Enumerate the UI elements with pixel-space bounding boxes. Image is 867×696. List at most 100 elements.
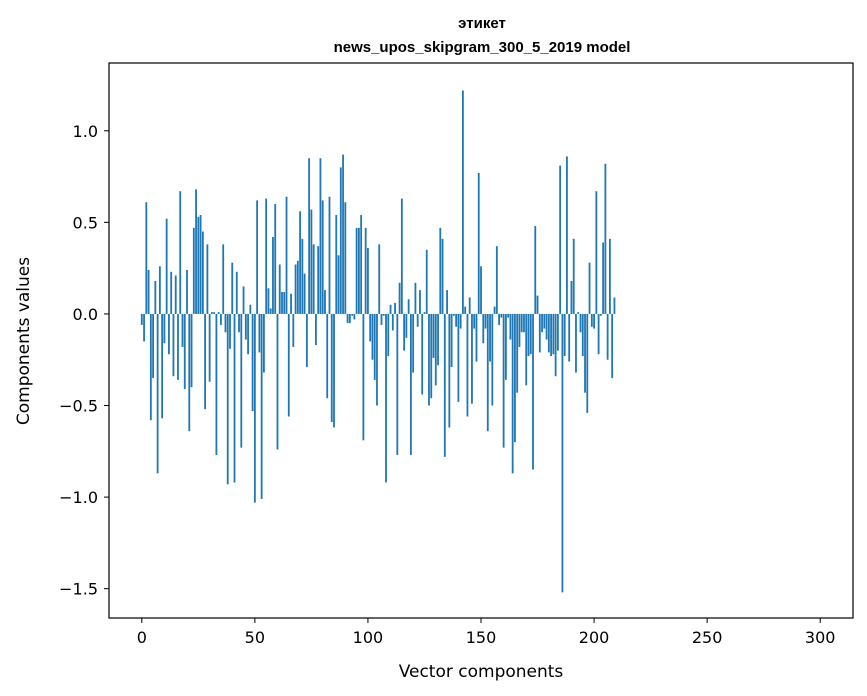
bar	[287, 313, 290, 417]
bar	[405, 313, 408, 338]
bar	[459, 313, 462, 329]
bar	[242, 286, 245, 314]
bar	[400, 198, 403, 314]
x-tick-label: 200	[579, 628, 610, 647]
bar	[326, 313, 329, 399]
bar	[260, 313, 263, 499]
x-tick-label: 100	[353, 628, 384, 647]
bar	[149, 313, 152, 421]
bar	[172, 313, 175, 377]
bar	[588, 262, 591, 314]
bar	[315, 313, 317, 346]
bar	[192, 227, 195, 314]
bar	[518, 313, 521, 347]
bar	[378, 244, 381, 314]
bar	[251, 313, 254, 412]
bar	[538, 313, 541, 353]
x-tick-label: 50	[245, 628, 265, 647]
x-axis: 0 50 100 150 200 250 300	[137, 618, 835, 647]
bar	[584, 313, 586, 393]
bar	[452, 313, 455, 316]
bar	[249, 304, 252, 314]
bar	[572, 238, 575, 314]
bar	[355, 227, 358, 314]
bar	[353, 313, 356, 320]
bar	[312, 244, 315, 314]
bar	[597, 313, 600, 355]
y-tick-label: −1.5	[59, 580, 98, 599]
bar	[527, 313, 530, 357]
bar	[432, 313, 435, 358]
bar	[421, 313, 424, 395]
bar	[333, 313, 335, 428]
bar	[305, 313, 308, 368]
bar	[403, 313, 406, 351]
bar	[281, 291, 283, 314]
bar	[529, 313, 532, 355]
bar	[364, 227, 367, 314]
bar	[174, 275, 177, 314]
bar	[606, 313, 609, 360]
bar	[489, 313, 491, 362]
bar	[441, 238, 444, 314]
y-axis: −1.5 −1.0 −0.5 0.0 0.5 1.0	[59, 122, 109, 599]
bar	[568, 313, 571, 362]
bar	[344, 202, 347, 314]
bar	[360, 215, 363, 314]
bar	[425, 249, 428, 314]
bar	[398, 282, 401, 314]
bar	[156, 313, 159, 474]
bar	[471, 313, 473, 404]
bar	[439, 227, 442, 314]
bar	[310, 209, 313, 314]
bar	[480, 266, 482, 314]
bar	[414, 282, 417, 314]
bar	[473, 313, 476, 329]
bar	[145, 202, 148, 314]
bar	[258, 313, 261, 353]
bar	[412, 313, 415, 373]
bar	[299, 211, 301, 314]
bar	[389, 304, 392, 314]
bar	[419, 290, 421, 314]
bar	[570, 280, 573, 314]
bar	[514, 313, 516, 443]
x-tick-label: 0	[137, 628, 147, 647]
bar	[491, 313, 494, 406]
bar	[443, 313, 446, 457]
bar	[559, 165, 562, 314]
bar	[599, 313, 602, 316]
bar	[504, 313, 507, 380]
bar	[371, 313, 374, 360]
bar	[545, 313, 548, 340]
bar	[563, 313, 566, 357]
bar	[290, 293, 292, 314]
bar	[253, 313, 256, 503]
bar	[154, 280, 157, 314]
bar	[446, 290, 448, 314]
bar	[183, 313, 186, 390]
bar	[536, 295, 539, 314]
bar	[507, 313, 510, 318]
bar	[391, 313, 394, 331]
bar	[161, 313, 164, 419]
bar	[208, 313, 211, 382]
bar	[520, 313, 523, 333]
bar	[186, 269, 188, 314]
bar	[147, 269, 150, 314]
bar	[188, 313, 191, 432]
bar	[330, 313, 333, 423]
bar	[204, 313, 207, 410]
chart-subtitle: news_upos_skipgram_300_5_2019 model	[334, 39, 631, 56]
bar	[407, 299, 410, 314]
y-axis-label: Components values	[14, 257, 34, 425]
bar	[201, 231, 204, 314]
bar	[292, 313, 295, 347]
bar	[609, 238, 611, 314]
bar	[380, 313, 383, 325]
bar	[285, 196, 288, 314]
bar	[170, 271, 173, 314]
bar	[179, 191, 182, 314]
bar	[385, 313, 387, 483]
